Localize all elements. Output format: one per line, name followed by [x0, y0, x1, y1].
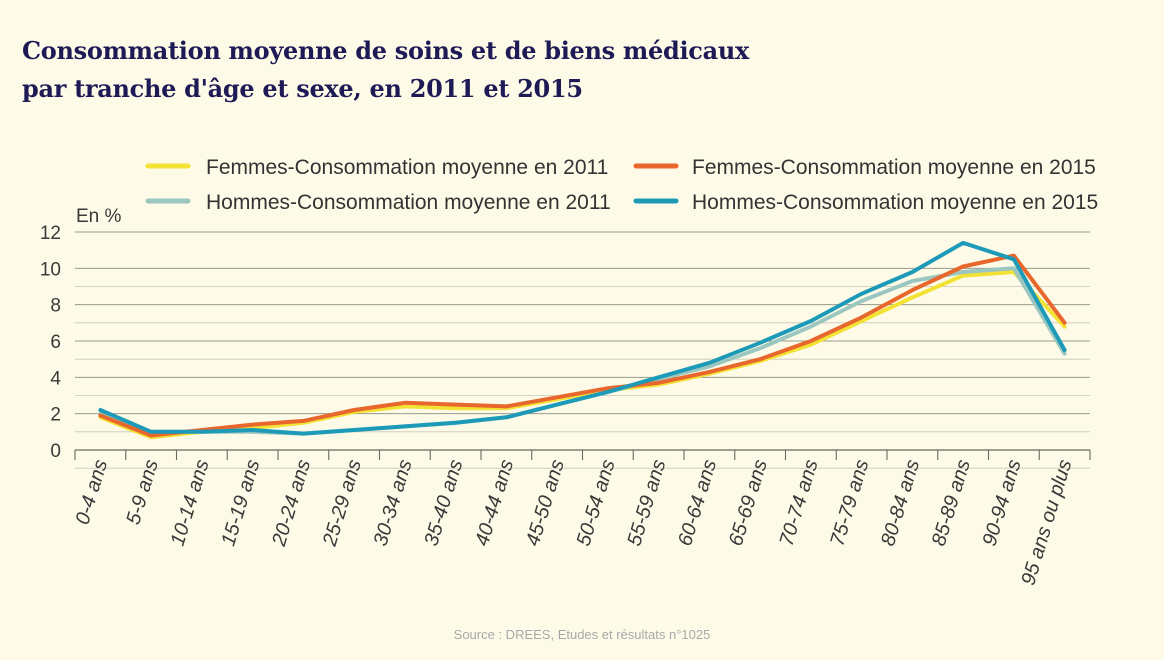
x-tick-label: 50-54 ans [573, 457, 620, 549]
x-tick-label: 65-69 ans [725, 457, 772, 549]
x-tick-label: 35-40 ans [420, 457, 467, 549]
chart-series [98, 240, 1067, 440]
x-tick-label: 75-79 ans [826, 457, 873, 549]
x-tick-label: 15-19 ans [217, 457, 264, 549]
y-tick-label: 12 [40, 223, 61, 244]
y-tick-label: 8 [50, 296, 61, 317]
x-tick-label: 45-50 ans [522, 457, 569, 549]
legend-label: Femmes-Consommation moyenne en 2015 [692, 156, 1096, 179]
chart-gridlines [75, 231, 1090, 469]
x-tick-label: 0-4 ans [72, 457, 113, 527]
x-tick-label: 80-84 ans [877, 457, 924, 549]
x-tick-label: 25-29 ans [319, 457, 366, 549]
chart-legend: Femmes-Consommation moyenne en 2011 Homme… [145, 156, 1098, 214]
chart-title: Consommation moyenne de soins et de bien… [22, 32, 749, 108]
series-line-1 [98, 270, 1067, 440]
line-chart: Femmes-Consommation moyenne en 2011 Homme… [40, 156, 1098, 588]
chart-title-line-2: par tranche d'âge et sexe, en 2011 et 20… [22, 74, 583, 103]
y-axis-label: En % [76, 206, 122, 227]
y-tick-label: 2 [50, 405, 61, 426]
legend-label: Hommes-Consommation moyenne en 2011 [206, 191, 611, 214]
y-axis-ticks: 0 2 4 6 8 10 12 [40, 223, 62, 462]
x-tick-label: 90-94 ans [979, 457, 1026, 549]
x-tick-label: 10-14 ans [167, 457, 214, 549]
y-tick-label: 4 [50, 368, 61, 389]
x-tick-label: 60-64 ans [674, 457, 721, 549]
x-axis: 0-4 ans 5-9 ans 10-14 ans 15-19 ans 20-24 an… [72, 449, 1091, 588]
x-tick-label: 30-34 ans [370, 457, 417, 549]
x-tick-label: 20-24 ans [268, 457, 315, 549]
legend-label: Femmes-Consommation moyenne en 2011 [206, 156, 608, 179]
chart-title-line-1: Consommation moyenne de soins et de bien… [22, 36, 750, 65]
y-tick-label: 6 [50, 332, 61, 353]
x-tick-label: 5-9 ans [122, 457, 163, 527]
x-tick-label: 85-89 ans [928, 457, 975, 549]
y-tick-label: 0 [50, 441, 61, 462]
legend-label: Hommes-Consommation moyenne en 2015 [692, 191, 1098, 214]
x-tick-label: 70-74 ans [776, 457, 823, 549]
x-tick-label: 55-59 ans [623, 457, 670, 549]
x-tick-label: 95 ans ou plus [1017, 457, 1076, 588]
x-tick-label: 40-44 ans [471, 457, 518, 549]
source-note: Source : DREES, Etudes et résultats n°10… [453, 627, 711, 642]
series-line-4 [98, 240, 1067, 436]
y-tick-label: 10 [40, 259, 61, 280]
series-line-3 [98, 253, 1067, 438]
